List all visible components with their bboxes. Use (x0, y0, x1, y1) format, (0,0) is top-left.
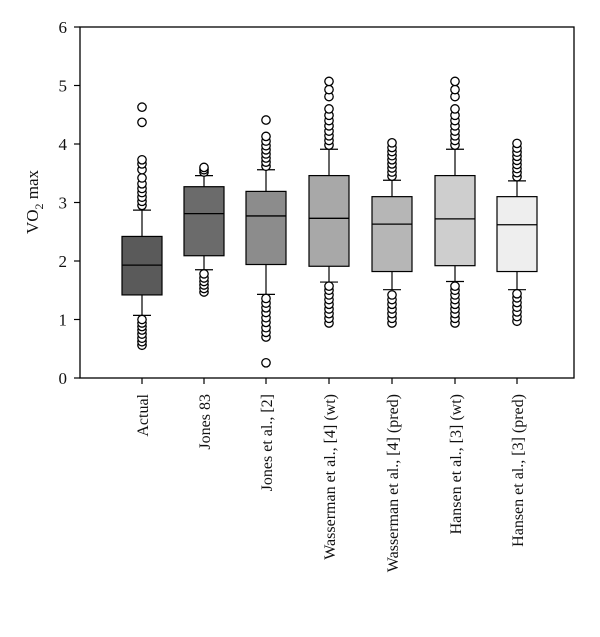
box-1 (121, 102, 163, 351)
box-iqr (308, 174, 350, 267)
y-tick-label-3: 3 (59, 194, 68, 213)
box-iqr (245, 190, 287, 266)
box-2 (183, 162, 225, 297)
outlier-point (137, 154, 147, 165)
box-5 (371, 137, 413, 328)
outlier-point (137, 314, 147, 325)
x-axis: Actual Jones 83 Jones et al., [2] Wasserman… (135, 378, 527, 572)
outlier-point (261, 115, 271, 125)
outlier-point (512, 288, 522, 299)
box-6 (434, 76, 476, 328)
outlier-point (512, 138, 522, 149)
y-axis-label-subscript: 2 (32, 203, 46, 209)
y-axis-label-suffix: max (23, 169, 42, 203)
box-iqr (183, 186, 225, 257)
outlier-point (450, 76, 460, 87)
outlier-point (324, 76, 334, 87)
outlier-point (324, 104, 334, 114)
x-category-label: Hansen et al., [3] (wt) (448, 394, 465, 534)
outlier-point (199, 162, 209, 173)
outlier-point (324, 281, 334, 292)
box-7 (496, 138, 538, 327)
outlier-point (387, 137, 397, 148)
box-4 (308, 76, 350, 328)
outlier-point (261, 131, 271, 142)
box-iqr (496, 196, 538, 273)
outlier-point (137, 102, 147, 112)
y-tick-label-2: 2 (59, 252, 68, 271)
box-iqr (371, 196, 413, 273)
x-category-label: Actual (135, 393, 152, 436)
y-axis-label: VO2 max (23, 169, 46, 234)
y-tick-label-5: 5 (59, 77, 68, 96)
x-category-label: Hansen et al., [3] (pred) (510, 394, 527, 547)
y-axis-label-main: VO (23, 209, 42, 234)
x-category-label: Jones 83 (197, 394, 214, 450)
outlier-point (324, 84, 334, 95)
y-axis: 0 1 2 3 4 5 6 (59, 18, 80, 388)
outlier-point (387, 290, 397, 300)
outlier-point (137, 117, 147, 128)
x-category-label: Wasserman et al., [4] (pred) (385, 394, 402, 572)
box-3 (245, 115, 287, 368)
outlier-point (450, 84, 460, 95)
y-tick-label-4: 4 (59, 135, 68, 154)
y-tick-label-1: 1 (59, 311, 68, 330)
outlier-point (261, 293, 271, 304)
outlier-point (137, 173, 147, 183)
outlier-point (450, 281, 460, 292)
outlier-point (450, 104, 460, 114)
x-category-label: Jones et al., [2] (259, 394, 276, 491)
outlier-point (261, 357, 271, 368)
y-tick-label-0: 0 (59, 369, 68, 388)
box-iqr (434, 174, 476, 267)
box-series (121, 76, 538, 368)
x-category-label: Wasserman et al., [4] (wt) (322, 394, 339, 560)
outlier-point (199, 269, 209, 279)
y-tick-label-6: 6 (59, 18, 68, 37)
